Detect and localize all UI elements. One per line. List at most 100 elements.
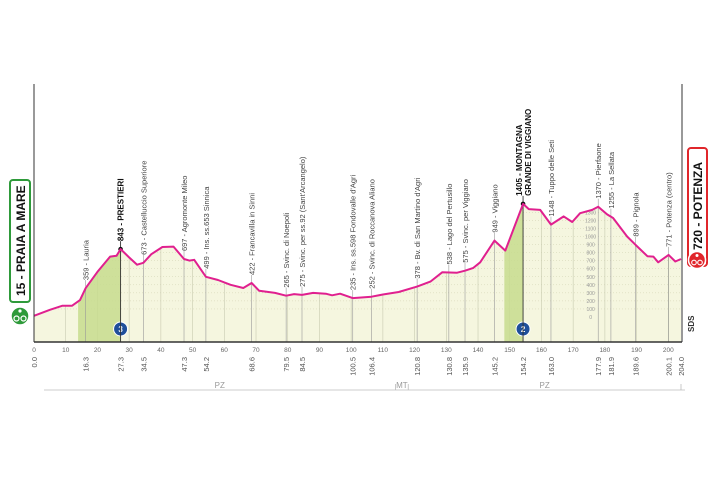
waypoint-km: 145.2 — [491, 357, 500, 376]
elevation-scale-label: 500 — [586, 275, 595, 281]
profile-line-layer — [33, 202, 682, 317]
x-tick-label: 70 — [252, 347, 260, 354]
waypoint-km: 200.1 — [665, 357, 674, 376]
waypoint-km: 130.8 — [445, 357, 454, 376]
cyclist-start-icon — [10, 306, 30, 326]
finish-badge: 720 - POTENZA — [687, 147, 708, 270]
waypoint-km: 47.3 — [180, 357, 189, 372]
waypoint-km: 0.0 — [30, 357, 39, 367]
waypoint-label-2: GRANDE DI VIGGIANO — [524, 109, 533, 196]
waypoint-km: 177.9 — [594, 357, 603, 376]
waypoint-label: 275 - Svinc. per ss.92 (Sant'Arcangelo) — [298, 156, 307, 287]
waypoint-km: 189.6 — [631, 357, 640, 376]
waypoint-km: 163.0 — [547, 357, 556, 376]
elevation-scale-label: 200 — [586, 299, 595, 305]
province-label: PZ — [215, 381, 225, 390]
x-tick-label: 110 — [378, 347, 389, 354]
waypoint-km: 100.5 — [349, 357, 358, 376]
waypoint-label: 899 - Pignola — [631, 192, 640, 237]
x-tick-label: 90 — [316, 347, 324, 354]
waypoint-km: 135.9 — [461, 357, 470, 376]
elevation-scale-label: 1100 — [585, 226, 596, 232]
elevation-scale-label: 1300 — [585, 210, 596, 216]
x-tick-label: 20 — [94, 347, 102, 354]
waypoint-km: 79.5 — [282, 357, 291, 372]
x-tick-label: 170 — [568, 347, 579, 354]
x-tick-label: 100 — [346, 347, 357, 354]
elevation-scale-label: 0 — [589, 315, 592, 321]
waypoint-km: 84.5 — [298, 357, 307, 372]
climb-layer: 32 — [78, 203, 531, 342]
x-tick-label: 60 — [221, 347, 229, 354]
x-tick-label: 190 — [631, 347, 642, 354]
x-tick-label: 50 — [189, 347, 197, 354]
elevation-scale-label: 100 — [586, 307, 595, 313]
elevation-scale-label: 1000 — [585, 235, 596, 241]
waypoint-label: 673 - Castelluccio Superiore — [139, 161, 148, 255]
province-layer: PZ MT PZ — [44, 381, 685, 391]
province-label: PZ — [540, 381, 550, 390]
x-tick-label: 150 — [504, 347, 515, 354]
waypoint-label: 252 - Svinc. di Roccanova Aliano — [367, 179, 376, 289]
waypoint-km: 154.2 — [519, 357, 528, 376]
x-tick-label: 120 — [409, 347, 420, 354]
waypoint-label: 697 - Agromonte Mileo — [180, 176, 189, 251]
x-tick-label: 30 — [126, 347, 134, 354]
elevation-scale-label: 600 — [586, 267, 595, 273]
start-label: 15 - PRAIA A MARE — [14, 185, 28, 296]
waypoint-km: 120.8 — [413, 357, 422, 376]
x-tick-label: 0 — [32, 347, 36, 354]
waypoint-label: 235 - Ins. ss.598 Fondovalle d'Agri — [349, 175, 358, 291]
waypoint-label: 359 - Lauria — [82, 239, 91, 280]
waypoint-km: 16.3 — [82, 357, 91, 372]
start-badge: 15 - PRAIA A MARE — [9, 179, 31, 326]
x-tick-label: 160 — [536, 347, 547, 354]
x-tick-label: 40 — [157, 347, 165, 354]
x-tick-label: 130 — [441, 347, 452, 354]
waypoint-label: 575 - Svinc. per Viggiano — [461, 179, 470, 263]
axis-layer: 0 10 20 30 40 50 60 70 80 90 100 110 120 130 140 150 160… — [30, 84, 686, 376]
elevation-scale-label: 300 — [586, 291, 595, 297]
waypoint-label: 1255 - La Sellata — [607, 151, 616, 209]
waypoint-label: 422 - Francavilla in Sinni — [248, 193, 257, 275]
waypoint-label: 499 - Ins. ss.653 Sinnica — [202, 186, 211, 269]
grid-mask-top — [34, 80, 681, 316]
x-tick-label: 180 — [599, 347, 610, 354]
waypoint-km: 68.6 — [248, 357, 257, 372]
waypoint-km: 106.4 — [367, 357, 376, 376]
waypoint-label: 1370 - Pierfaone — [594, 143, 603, 198]
waypoint-label: 771 - Potenza (centro) — [665, 172, 674, 247]
waypoint-label: 378 - Bv. di San Martino d'Agri — [413, 177, 422, 278]
elevation-scale-label: 900 — [586, 243, 595, 249]
waypoint-km: 181.9 — [607, 357, 616, 376]
waypoint-label: 538 - Lago del Pertusillo — [445, 184, 454, 265]
x-tick-label: 80 — [284, 347, 292, 354]
elevation-scale: 0 100 200 300 400 500 600 700 800 900 1000 1100 1200… — [585, 210, 596, 321]
waypoint-km: 204.0 — [677, 357, 686, 376]
waypoint-km: 34.5 — [139, 357, 148, 372]
profile-line — [33, 202, 682, 317]
waypoint-label: 265 - Svinc. di Noepoli — [282, 212, 291, 287]
elevation-scale-label: 800 — [586, 251, 595, 257]
waypoint-km: 54.2 — [202, 357, 211, 372]
elevation-scale-label: 400 — [586, 283, 595, 289]
waypoint-label: 949 - Viggiano — [491, 184, 500, 232]
elevation-scale-label: 700 — [586, 259, 595, 265]
waypoint-layer: 359 - Lauria 843 - PRESTIERI 673 - Castell… — [82, 109, 674, 342]
sponsor-logo: SDS — [687, 315, 696, 332]
climb-area — [78, 249, 121, 342]
grid-layer — [34, 80, 681, 342]
waypoint-label: 1148 - Tuppo delle Seti — [547, 140, 556, 217]
x-tick-label: 140 — [473, 347, 484, 354]
waypoint-km: 27.3 — [117, 357, 126, 372]
x-tick-label: 200 — [663, 347, 674, 354]
x-tick-label: 10 — [62, 347, 70, 354]
waypoint-label: 843 - PRESTIERI — [117, 178, 126, 241]
province-label: MT — [396, 381, 408, 390]
elevation-scale-label: 1200 — [585, 218, 596, 224]
climb-area — [504, 203, 524, 342]
waypoint-label: 1405 - MONTAGNA — [515, 124, 524, 196]
cyclist-finish-icon — [687, 250, 707, 270]
finish-label: 720 - POTENZA — [691, 162, 705, 250]
